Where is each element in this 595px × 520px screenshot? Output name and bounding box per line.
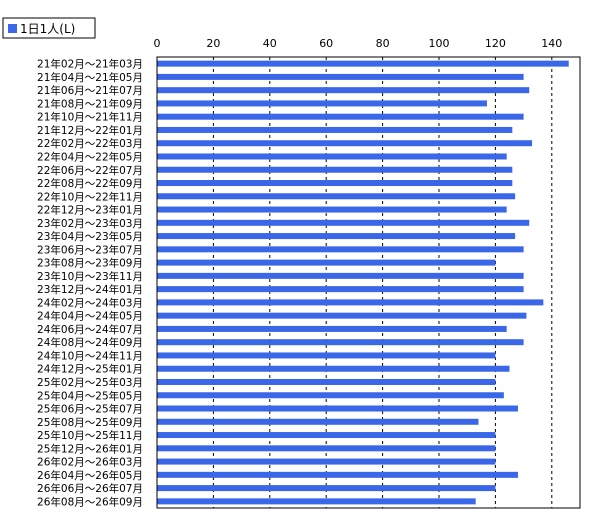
category-label: 24年10月～24年11月 [37,349,143,362]
bar [157,166,513,173]
bar [157,100,487,107]
category-label: 26年02月～26年03月 [37,456,143,469]
x-tick-label: 140 [541,37,562,50]
category-label: 25年06月～25年07月 [37,403,143,416]
legend-box [2,17,96,39]
category-label: 23年06月～23年07月 [37,243,143,256]
category-label: 25年02月～25年03月 [37,376,143,389]
category-label: 21年06月～21年07月 [37,84,143,97]
category-label: 21年12月～22年01月 [37,124,143,137]
bar [157,272,524,279]
bar [157,365,510,372]
category-label: 23年08月～23年09月 [37,257,143,270]
bar [157,180,513,187]
bar [157,246,524,253]
category-label: 22年06月～22年07月 [37,164,143,177]
bar [157,352,496,359]
bar [157,498,476,505]
category-label: 23年10月～23年11月 [37,270,143,283]
category-label: 21年04月～21年05月 [37,71,143,84]
category-label: 21年10月～21年11月 [37,111,143,124]
category-label: 23年12月～24年01月 [37,283,143,296]
bar [157,206,507,213]
bar [157,471,518,478]
category-label: 26年04月～26年05月 [37,469,143,482]
category-label: 25年04月～25年05月 [37,389,143,402]
bar [157,73,524,80]
bar [157,126,513,133]
bar [157,432,496,439]
category-label: 24年08月～24年09月 [37,336,143,349]
bar [157,299,544,306]
bar [157,286,524,293]
category-label: 22年08月～22年09月 [37,177,143,190]
bar [157,458,496,465]
x-tick-label: 120 [485,37,506,50]
category-label: 25年10月～25年11月 [37,429,143,442]
bar [157,445,496,452]
x-axis-ticks: 0 20 40 60 80 100 120 140 [154,37,563,50]
category-label: 25年08月～25年09月 [37,416,143,429]
x-tick-label: 100 [429,37,450,50]
bar [157,87,530,94]
category-label: 21年08月～21年09月 [37,97,143,110]
bars [157,60,569,505]
x-tick-label: 20 [206,37,220,50]
category-label: 22年10月～22年11月 [37,190,143,203]
legend-swatch [8,24,17,33]
category-label: 24年06月～24年07月 [37,323,143,336]
bar [157,339,524,346]
category-label: 26年08月～26年09月 [37,495,143,508]
category-label: 24年12月～25年01月 [37,363,143,376]
bar [157,219,530,226]
category-label: 24年02月～24年03月 [37,296,143,309]
bar [157,312,527,319]
category-label: 23年04月～23年05月 [37,230,143,243]
bar [157,233,516,240]
bar [157,405,518,412]
category-label: 23年02月～23年03月 [37,217,143,230]
plot-area-frame [156,56,581,509]
x-tick-label: 80 [376,37,390,50]
legend: 1日1人(L) [2,17,96,39]
bar [157,325,507,332]
bar [157,485,496,492]
category-label: 22年12月～23年01月 [37,204,143,217]
bar [157,392,504,399]
legend-label: 1日1人(L) [20,22,75,36]
category-label: 26年06月～26年07月 [37,482,143,495]
category-label: 22年02月～22年03月 [37,137,143,150]
y-axis-categories: 21年02月～21年03月21年04月～21年05月21年06月～21年07月2… [37,58,143,509]
bar [157,259,496,266]
category-label: 22年04月～22年05月 [37,150,143,163]
bar [157,418,479,425]
x-tick-label: 0 [154,37,161,50]
category-label: 24年04月～24年05月 [37,310,143,323]
category-label: 25年12月～26年01月 [37,442,143,455]
grid [212,57,553,508]
bar [157,140,533,147]
category-label: 21年02月～21年03月 [37,58,143,71]
x-tick-label: 40 [263,37,277,50]
bar [157,378,496,385]
bar [157,60,569,67]
x-tick-label: 60 [319,37,333,50]
bar [157,193,516,200]
bar [157,113,524,120]
bar [157,153,507,160]
